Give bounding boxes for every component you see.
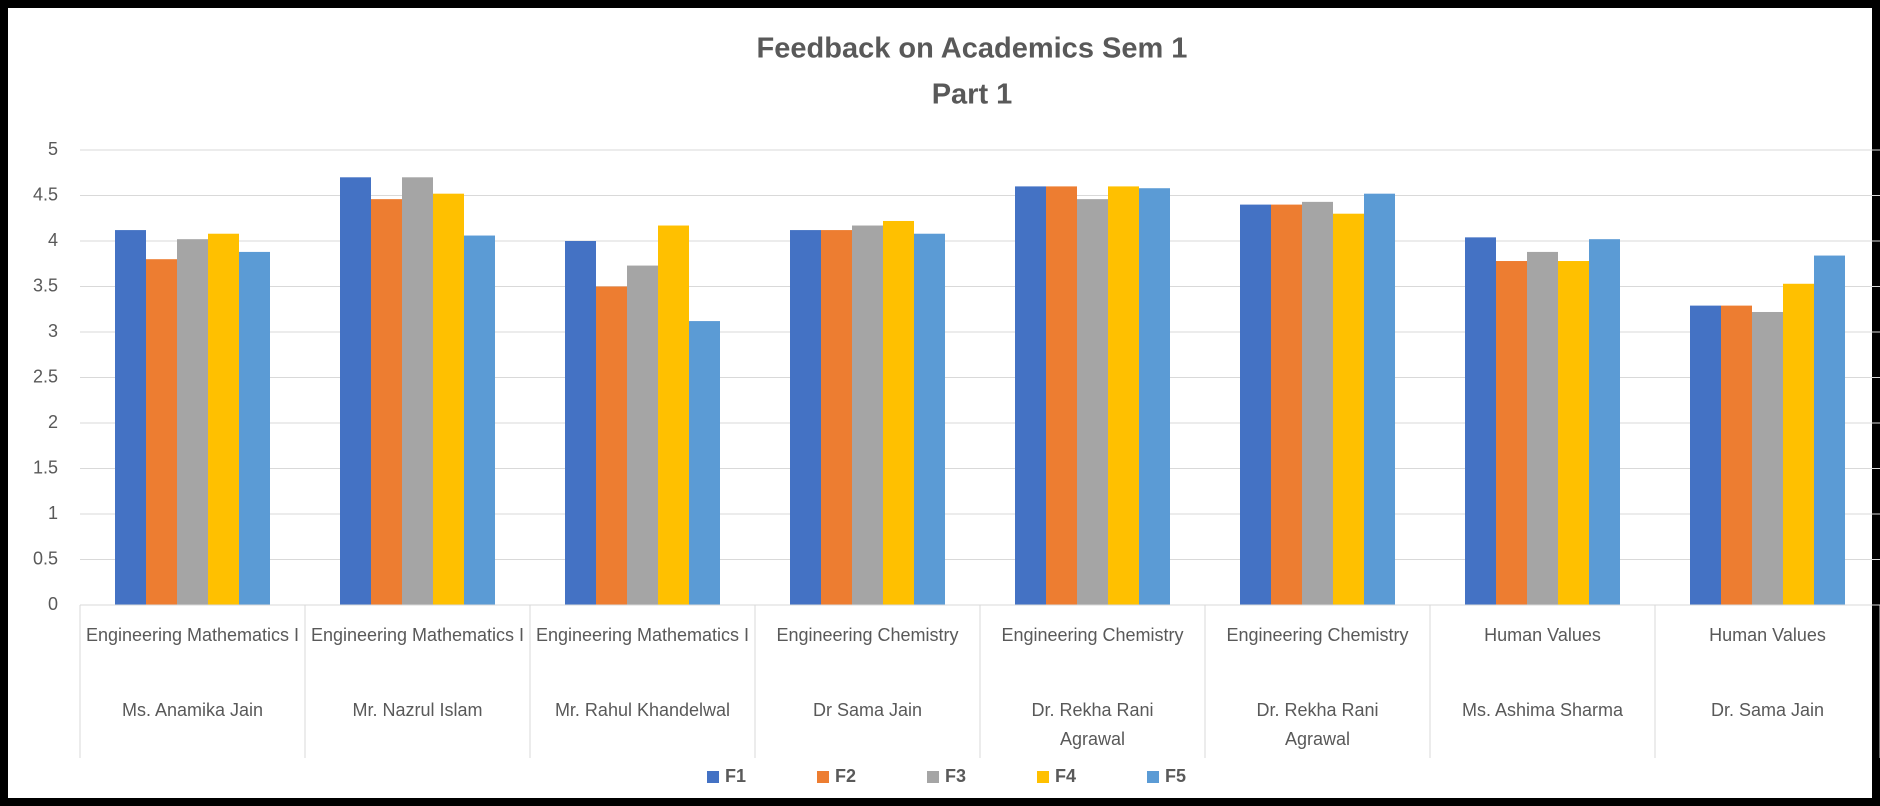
y-tick-label: 1 <box>48 503 58 523</box>
bar <box>146 259 177 605</box>
x-tick-label: Engineering Mathematics I <box>311 625 524 645</box>
bar <box>689 321 720 605</box>
legend-swatch <box>1037 771 1049 783</box>
bar <box>340 177 371 606</box>
x-tick-label-group: Ms. Ashima Sharma <box>1462 700 1624 720</box>
bar <box>115 230 146 605</box>
x-tick-label-group: Mr. Nazrul Islam <box>352 700 482 720</box>
x-tick-label-group: Dr. Rekha Rani Agrawal <box>1256 700 1378 749</box>
x-tick-label: Engineering Chemistry <box>1226 625 1408 645</box>
bar <box>1271 204 1302 605</box>
y-tick-label: 2.5 <box>33 366 58 386</box>
y-tick-label: 3.5 <box>33 275 58 295</box>
legend-label: F4 <box>1055 766 1076 786</box>
x-tick-label-group: Mr. Rahul Khandelwal <box>555 700 730 720</box>
bar <box>914 233 945 605</box>
bar <box>852 225 883 605</box>
bar <box>1496 261 1527 605</box>
bar <box>821 230 852 605</box>
bar <box>1046 186 1077 605</box>
y-tick-label: 0.5 <box>33 548 58 568</box>
chart-subtitle: Part 1 <box>932 79 1013 111</box>
chart-title: Feedback on Academics Sem 1 <box>757 33 1188 65</box>
bar <box>627 265 658 605</box>
bar <box>1108 186 1139 605</box>
bar <box>1589 239 1620 605</box>
y-tick-label: 4 <box>48 230 58 250</box>
bar <box>565 241 596 605</box>
x-tick-label-group: Ms. Anamika Jain <box>122 700 263 720</box>
y-tick-label: 1.5 <box>33 457 58 477</box>
bar <box>239 251 270 606</box>
bar <box>1015 186 1046 605</box>
bar <box>371 199 402 605</box>
bar <box>1527 251 1558 606</box>
bar <box>1077 199 1108 605</box>
x-tick-label: Human Values <box>1709 625 1826 645</box>
y-tick-label: 5 <box>48 139 58 159</box>
x-tick-label-group: Dr. Sama Jain <box>1711 700 1824 720</box>
bar <box>1558 261 1589 605</box>
y-tick-label: 2 <box>48 412 58 432</box>
y-tick-label: 3 <box>48 321 58 341</box>
x-tick-label-group: Dr. Rekha Rani Agrawal <box>1031 700 1153 749</box>
bar <box>433 193 464 605</box>
legend-swatch <box>817 771 829 783</box>
x-tick-label: Engineering Mathematics I <box>86 625 299 645</box>
bar <box>790 230 821 605</box>
bar <box>402 177 433 606</box>
y-tick-label: 4.5 <box>33 184 58 204</box>
bar <box>1240 204 1271 605</box>
legend-label: F5 <box>1165 766 1186 786</box>
bar <box>658 225 689 605</box>
bar <box>1690 305 1721 605</box>
x-tick-label: Engineering Mathematics I <box>536 625 749 645</box>
legend-swatch <box>927 771 939 783</box>
bar <box>1302 201 1333 605</box>
legend-swatch <box>1147 771 1159 783</box>
x-tick-label: Human Values <box>1484 625 1601 645</box>
x-tick-label: Engineering Chemistry <box>776 625 958 645</box>
bar <box>596 286 627 605</box>
legend-label: F3 <box>945 766 966 786</box>
legend-label: F2 <box>835 766 856 786</box>
bar <box>208 233 239 605</box>
bar <box>1139 188 1170 605</box>
x-tick-label-group: Dr Sama Jain <box>813 700 922 720</box>
bar <box>1465 237 1496 606</box>
bar <box>1783 283 1814 605</box>
bar <box>1721 305 1752 605</box>
bar <box>1364 193 1395 605</box>
bar <box>177 239 208 605</box>
bar <box>1333 213 1364 605</box>
y-tick-label: 0 <box>48 594 58 614</box>
x-tick-label: Engineering Chemistry <box>1001 625 1183 645</box>
bar <box>1814 255 1845 605</box>
bar <box>883 220 914 606</box>
legend-swatch <box>707 771 719 783</box>
bar <box>1752 311 1783 605</box>
legend-label: F1 <box>725 766 746 786</box>
bar <box>464 235 495 606</box>
